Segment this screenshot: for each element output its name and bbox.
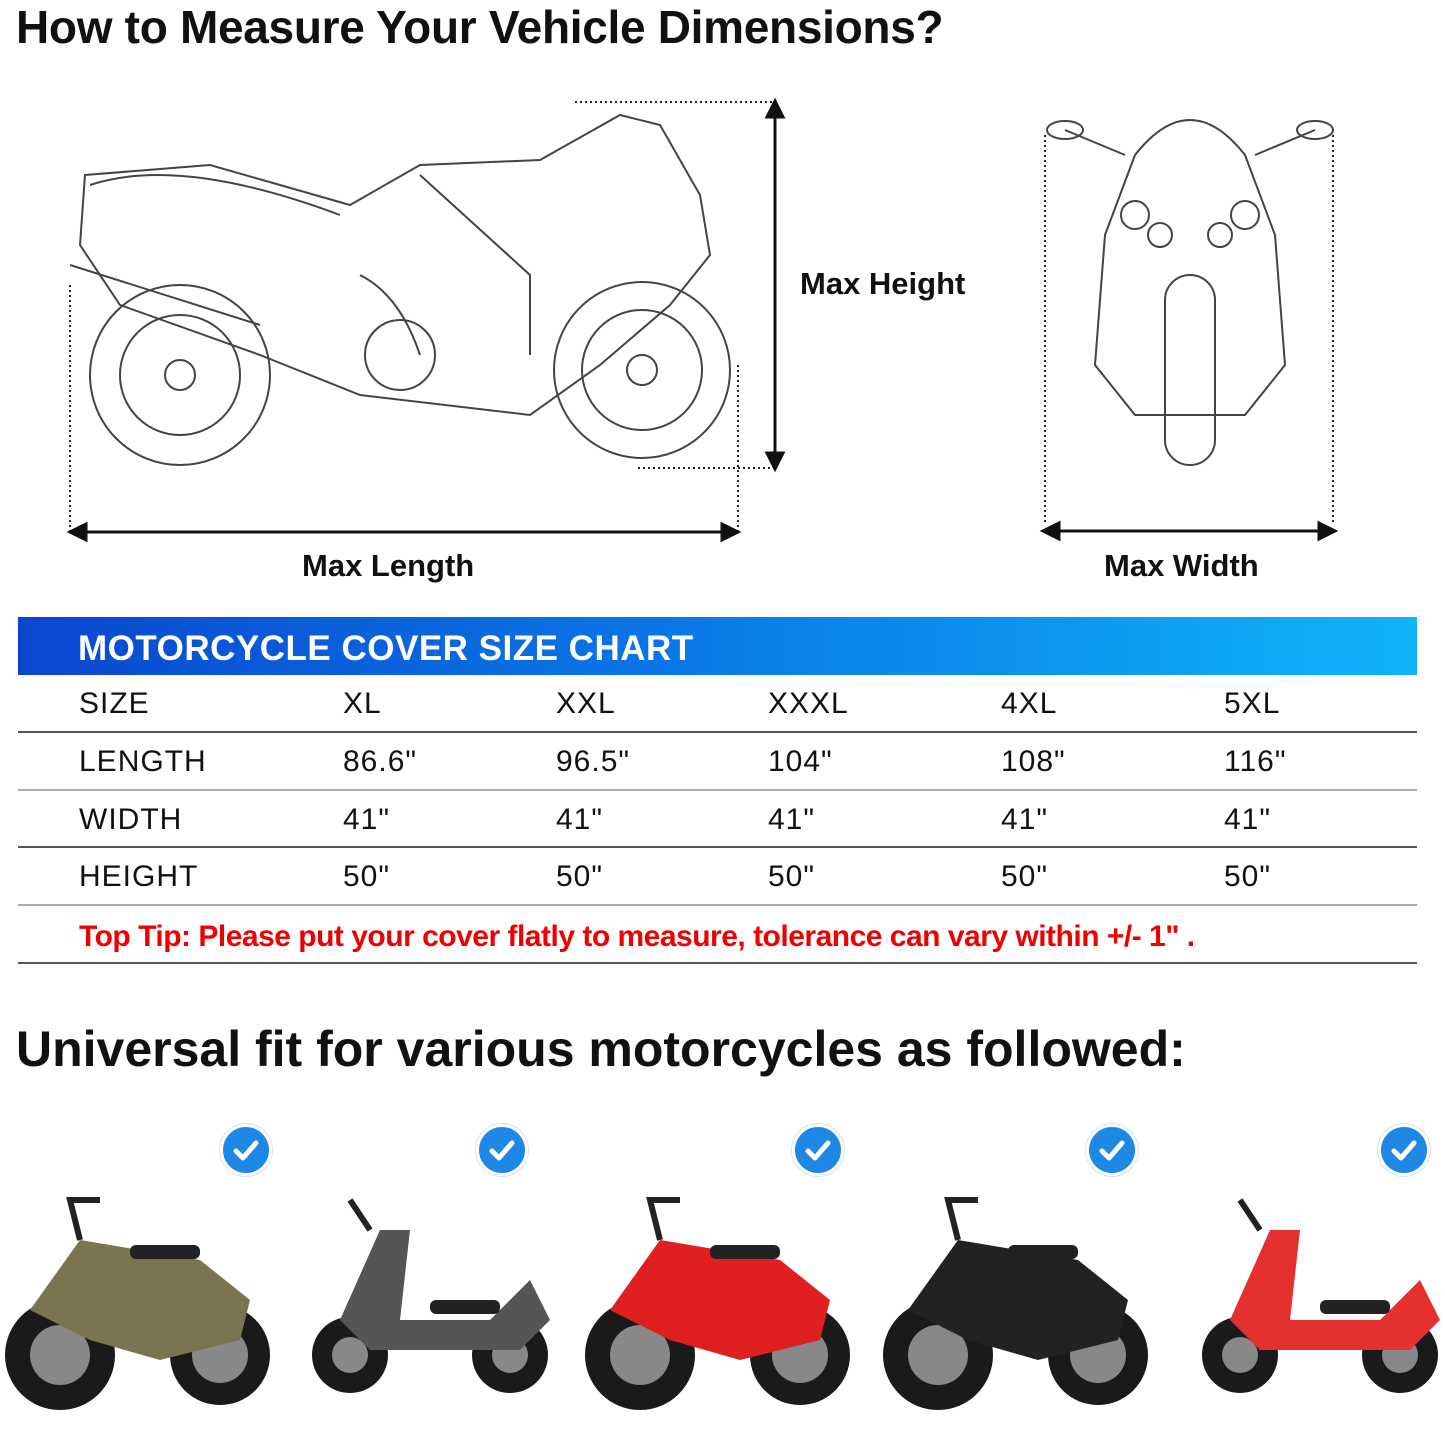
bike-photo-vespa-scooter <box>1180 1170 1445 1430</box>
row-label: HEIGHT <box>79 860 199 893</box>
cell: 41" <box>768 803 816 836</box>
cell: XXXL <box>768 687 849 720</box>
table-row-width: WIDTH 41" 41" 41" 41" 41" <box>18 791 1417 848</box>
table-row-size: SIZE XL XXL XXXL 4XL 5XL <box>18 675 1417 733</box>
bike-photo-scooter <box>290 1170 565 1430</box>
bike-photo-cruiser <box>0 1170 275 1430</box>
row-label: SIZE <box>79 687 150 720</box>
size-chart-title: MOTORCYCLE COVER SIZE CHART <box>78 629 694 668</box>
table-row-length: LENGTH 86.6" 96.5" 104" 108" 116" <box>18 733 1417 791</box>
max-height-label: Max Height <box>800 266 966 301</box>
size-chart-header: MOTORCYCLE COVER SIZE CHART <box>18 617 1417 675</box>
cell: 108" <box>1001 745 1066 778</box>
check-icon <box>1378 1124 1430 1176</box>
fit-title: Universal fit for various motorcycles as… <box>16 1021 1186 1077</box>
cell: 4XL <box>1001 687 1058 720</box>
cell: 96.5" <box>556 745 631 778</box>
top-tip: Top Tip: Please put your cover flatly to… <box>79 920 1195 953</box>
motorcycle-side-diagram <box>66 97 786 543</box>
cell: 41" <box>1224 803 1272 836</box>
motorcycle-front-diagram <box>1039 119 1339 542</box>
cell: 50" <box>768 860 816 893</box>
row-label: WIDTH <box>79 803 183 836</box>
max-width-label: Max Width <box>1104 548 1259 583</box>
cell: 116" <box>1224 745 1287 778</box>
check-icon <box>476 1124 528 1176</box>
cell: XL <box>343 687 382 720</box>
cell: 5XL <box>1224 687 1281 720</box>
bike-photo-sport <box>580 1170 855 1430</box>
cell: XXL <box>556 687 616 720</box>
check-icon <box>792 1124 844 1176</box>
cell: 50" <box>343 860 391 893</box>
bike-photo-cruiser <box>878 1170 1153 1430</box>
check-icon <box>220 1124 272 1176</box>
page-title: How to Measure Your Vehicle Dimensions? <box>16 1 944 53</box>
table-row-tip: Top Tip: Please put your cover flatly to… <box>18 906 1417 964</box>
max-length-label: Max Length <box>302 548 475 583</box>
cell: 41" <box>1001 803 1049 836</box>
cell: 41" <box>556 803 604 836</box>
cell: 50" <box>556 860 604 893</box>
check-icon <box>1086 1124 1138 1176</box>
cell: 41" <box>343 803 391 836</box>
cell: 86.6" <box>343 745 418 778</box>
table-row-height: HEIGHT 50" 50" 50" 50" 50" <box>18 848 1417 906</box>
cell: 50" <box>1001 860 1049 893</box>
cell: 50" <box>1224 860 1272 893</box>
row-label: LENGTH <box>79 745 207 778</box>
cell: 104" <box>768 745 833 778</box>
